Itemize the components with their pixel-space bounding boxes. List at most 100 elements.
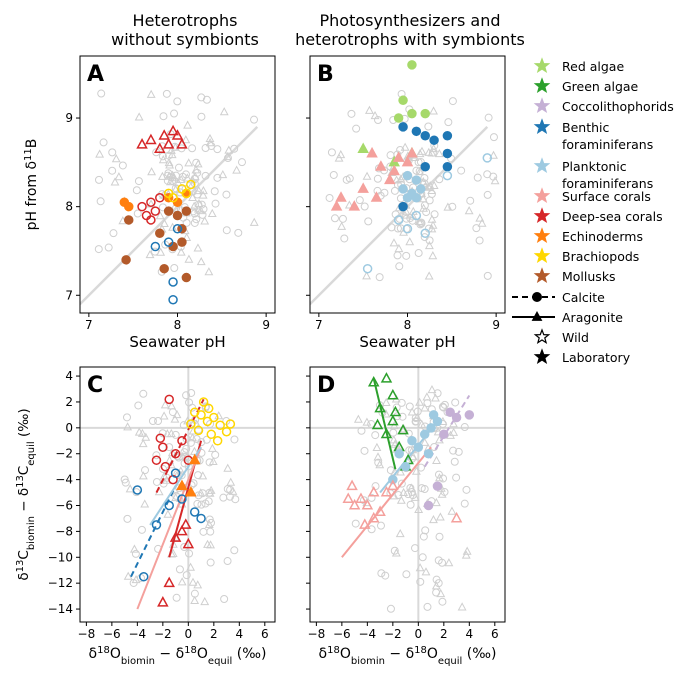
- background-marker: [406, 500, 415, 509]
- data-point: [188, 453, 201, 465]
- background-marker: [182, 571, 191, 580]
- x-axis-label: δ18Obiomin − δ18Oequil (‰): [319, 645, 497, 667]
- background-marker: [415, 166, 425, 176]
- background-marker: [190, 595, 200, 604]
- background-marker: [367, 525, 376, 534]
- background-marker: [435, 175, 444, 184]
- background-marker: [425, 196, 434, 205]
- background-marker: [449, 446, 458, 455]
- data-point: [121, 255, 131, 265]
- label-part: pH from δ: [24, 161, 40, 230]
- background-marker: [414, 504, 424, 514]
- background-marker: [192, 158, 201, 167]
- legend-star-icon: [533, 227, 551, 244]
- label-part: 18: [97, 645, 110, 656]
- background-marker: [376, 521, 385, 530]
- background-marker: [137, 428, 147, 437]
- x-tick-label: 6: [491, 627, 499, 641]
- background-marker: [214, 411, 224, 420]
- data-point: [137, 201, 147, 212]
- data-point: [225, 419, 236, 429]
- background-marker: [123, 514, 132, 523]
- background-marker: [213, 145, 222, 154]
- data-point: [380, 427, 393, 439]
- data-point: [146, 215, 156, 225]
- x-tick-label: 2: [440, 627, 448, 641]
- background-marker: [394, 243, 404, 253]
- background-marker: [416, 577, 425, 586]
- background-marker: [230, 435, 239, 444]
- data-point: [429, 135, 439, 145]
- background-marker: [167, 401, 177, 410]
- background-marker: [438, 558, 447, 567]
- background-marker: [421, 526, 430, 535]
- background-marker: [367, 493, 376, 502]
- background-marker: [199, 205, 208, 214]
- background-marker: [435, 512, 445, 521]
- data-point: [160, 461, 171, 472]
- data-point: [209, 412, 219, 423]
- background-marker: [194, 185, 204, 195]
- background-marker: [201, 144, 210, 153]
- data-point: [398, 95, 408, 106]
- background-marker: [184, 158, 194, 167]
- background-marker: [424, 240, 434, 250]
- background-marker: [387, 223, 396, 232]
- background-marker: [222, 226, 231, 235]
- background-marker: [434, 470, 443, 479]
- background-marker: [370, 110, 380, 120]
- background-marker: [171, 492, 181, 502]
- background-marker: [462, 485, 471, 494]
- background-marker: [415, 148, 425, 158]
- background-marker: [345, 174, 354, 183]
- background-marker: [432, 455, 441, 464]
- background-marker: [226, 477, 236, 486]
- data-point: [406, 146, 418, 158]
- text-line: foraminiferans: [562, 137, 653, 152]
- background-marker: [175, 565, 184, 574]
- data-point: [355, 492, 367, 504]
- background-marker: [190, 218, 199, 227]
- background-marker: [351, 519, 360, 528]
- background-marker: [231, 495, 240, 504]
- data-point: [450, 511, 463, 523]
- background-marker: [146, 89, 156, 98]
- background-marker: [172, 593, 181, 602]
- background-marker: [198, 185, 208, 195]
- background-marker: [410, 492, 420, 501]
- panel-label: B: [317, 62, 334, 87]
- background-marker: [460, 499, 469, 508]
- data-point: [168, 294, 178, 305]
- legend-star-icon: [533, 57, 551, 74]
- y-tick-label: −8: [55, 524, 73, 538]
- fit-line: [155, 398, 205, 494]
- y-tick-label: 4: [65, 369, 73, 383]
- background-marker: [405, 237, 415, 246]
- background-marker: [141, 432, 151, 441]
- background-marker: [490, 176, 500, 185]
- background-marker: [109, 229, 118, 238]
- background-marker: [158, 155, 168, 164]
- background-marker: [137, 525, 146, 534]
- x-tick-label: 9: [262, 318, 270, 332]
- background-marker: [114, 172, 124, 181]
- legend-triangle-marker: [531, 311, 543, 321]
- background-marker: [429, 514, 438, 524]
- data-point: [136, 138, 148, 149]
- background-marker: [118, 161, 127, 170]
- data-point: [348, 498, 361, 510]
- background-marker: [188, 433, 197, 442]
- y-tick-label: 7: [65, 288, 73, 302]
- x-tick-label: −4: [129, 627, 147, 641]
- data-point: [359, 518, 371, 529]
- background-marker: [159, 411, 169, 420]
- data-point: [181, 272, 192, 283]
- data-point: [411, 126, 422, 137]
- plot-area: [310, 367, 505, 622]
- data-point: [132, 485, 143, 495]
- panel-label: C: [87, 373, 103, 398]
- data-point: [198, 397, 209, 407]
- background-marker: [484, 113, 493, 122]
- background-marker: [192, 434, 201, 443]
- background-marker: [203, 539, 212, 548]
